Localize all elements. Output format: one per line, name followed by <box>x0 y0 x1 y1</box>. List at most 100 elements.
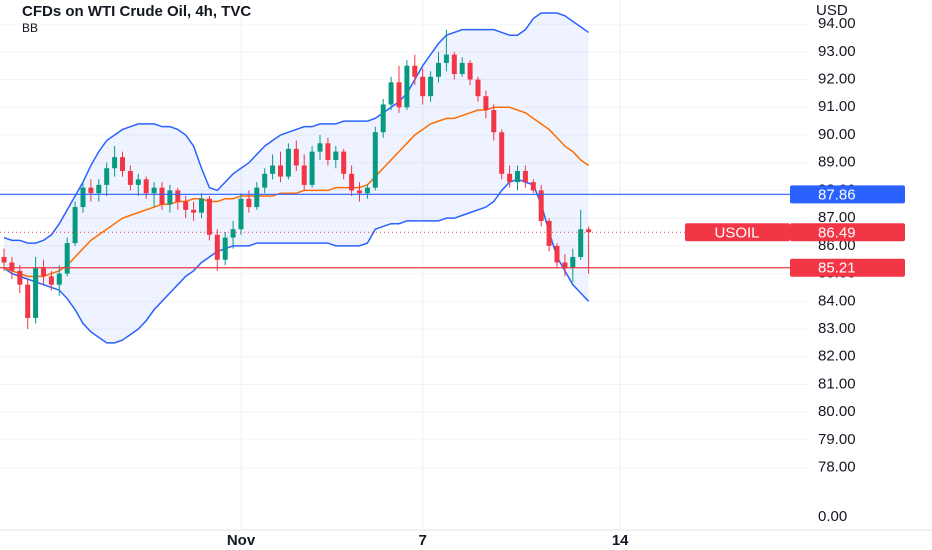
y-tick-label: 90.00 <box>818 126 856 143</box>
candle-body <box>285 148 291 177</box>
candle-body <box>175 190 181 202</box>
bb-upper-line <box>3 12 590 244</box>
candle-body <box>104 168 110 185</box>
candle-body <box>475 79 481 97</box>
symbol-label: USOIL <box>714 224 759 241</box>
candle-body <box>88 187 94 194</box>
grid-layer <box>0 0 808 530</box>
candle-body <box>120 157 125 172</box>
candle-body <box>262 173 268 188</box>
y-tick-label: 87.00 <box>818 209 856 226</box>
candle-body <box>64 243 70 274</box>
y-tick-label: 83.00 <box>818 320 856 337</box>
candle-body <box>451 54 457 75</box>
candle-body <box>491 110 497 133</box>
y-tick-label: 80.00 <box>818 403 856 420</box>
candle-body <box>530 182 536 191</box>
candle-body <box>412 65 418 77</box>
candle-body <box>33 268 39 318</box>
candle-body <box>499 132 505 174</box>
candle-body <box>135 179 141 185</box>
y-tick-label: 79.00 <box>818 431 856 448</box>
candle-body <box>112 157 118 169</box>
candle-body <box>325 143 331 160</box>
candle-body <box>1 256 7 263</box>
candle-body <box>554 245 560 263</box>
candle-body <box>48 276 54 285</box>
y-tick-label: 81.00 <box>818 375 856 392</box>
candle-body <box>159 187 165 205</box>
candle-body <box>420 76 426 97</box>
y-tick-label: 0.00 <box>818 508 847 525</box>
candle-body <box>309 151 315 185</box>
candle-body <box>72 207 78 244</box>
candle-body <box>467 62 473 80</box>
candle-body <box>317 143 323 152</box>
y-axis-unit: USD <box>816 2 848 19</box>
candle-body <box>570 256 576 269</box>
candle-body <box>436 62 441 77</box>
price-label: 87.86 <box>818 186 856 203</box>
candle-body <box>515 171 520 183</box>
candle-body <box>41 268 46 277</box>
candle-body <box>214 234 220 260</box>
candle-body <box>522 171 528 183</box>
last-price-label: 86.49 <box>818 224 856 241</box>
candle-body <box>183 201 189 210</box>
candle-body <box>230 229 236 238</box>
candle-body <box>17 270 23 285</box>
candle-body <box>428 76 434 97</box>
y-tick-label: 89.00 <box>818 154 856 171</box>
y-tick-label: 92.00 <box>818 71 856 88</box>
x-tick-label: 7 <box>419 532 427 549</box>
plot-layer <box>1 12 592 344</box>
bb-lower-line <box>3 178 590 344</box>
candle-body <box>349 173 355 191</box>
candle-body <box>380 104 386 133</box>
x-tick-label: 14 <box>612 532 629 549</box>
chart-title: CFDs on WTI Crude Oil, 4h, TVC <box>22 3 251 20</box>
y-tick-label: 78.00 <box>818 459 856 476</box>
candle-body <box>80 187 86 208</box>
candle-body <box>388 82 394 105</box>
candle-body <box>578 229 584 257</box>
candle-body <box>199 198 204 213</box>
candle-body <box>254 187 260 208</box>
candle-body <box>357 190 362 194</box>
last-price-box <box>790 223 905 242</box>
candle-body <box>191 209 197 213</box>
indicator-label: BB <box>22 21 38 35</box>
candle-body <box>341 151 347 174</box>
candle-body <box>25 284 31 318</box>
candle-body <box>372 132 378 188</box>
price-label: 85.21 <box>818 260 856 277</box>
candle-body <box>238 198 244 230</box>
candle-body <box>546 220 552 246</box>
candle-body <box>507 173 513 183</box>
symbol-label-box <box>685 223 790 242</box>
price-label-box <box>790 185 905 204</box>
candle-body <box>364 187 370 194</box>
y-tick-label: 94.00 <box>818 15 856 32</box>
band-fill <box>4 13 589 343</box>
candle-body <box>246 198 252 208</box>
candle-body <box>538 190 544 221</box>
candle-body <box>293 148 299 166</box>
y-tick-label: 91.00 <box>818 98 856 115</box>
y-tick-label: 93.00 <box>818 43 856 60</box>
y-tick-label: 82.00 <box>818 348 856 365</box>
candle-body <box>56 273 62 285</box>
candle-body <box>396 82 402 108</box>
x-tick-label: Nov <box>227 532 256 549</box>
bb-basis-line <box>3 106 590 278</box>
candle-body <box>586 229 592 233</box>
candle-body <box>270 165 276 174</box>
candle-body <box>483 96 489 111</box>
candle-body <box>167 190 173 205</box>
candle-body <box>333 151 339 160</box>
candle-body <box>222 237 228 260</box>
candle-body <box>143 179 149 194</box>
candle-body <box>404 65 410 108</box>
candle-body <box>127 171 133 185</box>
